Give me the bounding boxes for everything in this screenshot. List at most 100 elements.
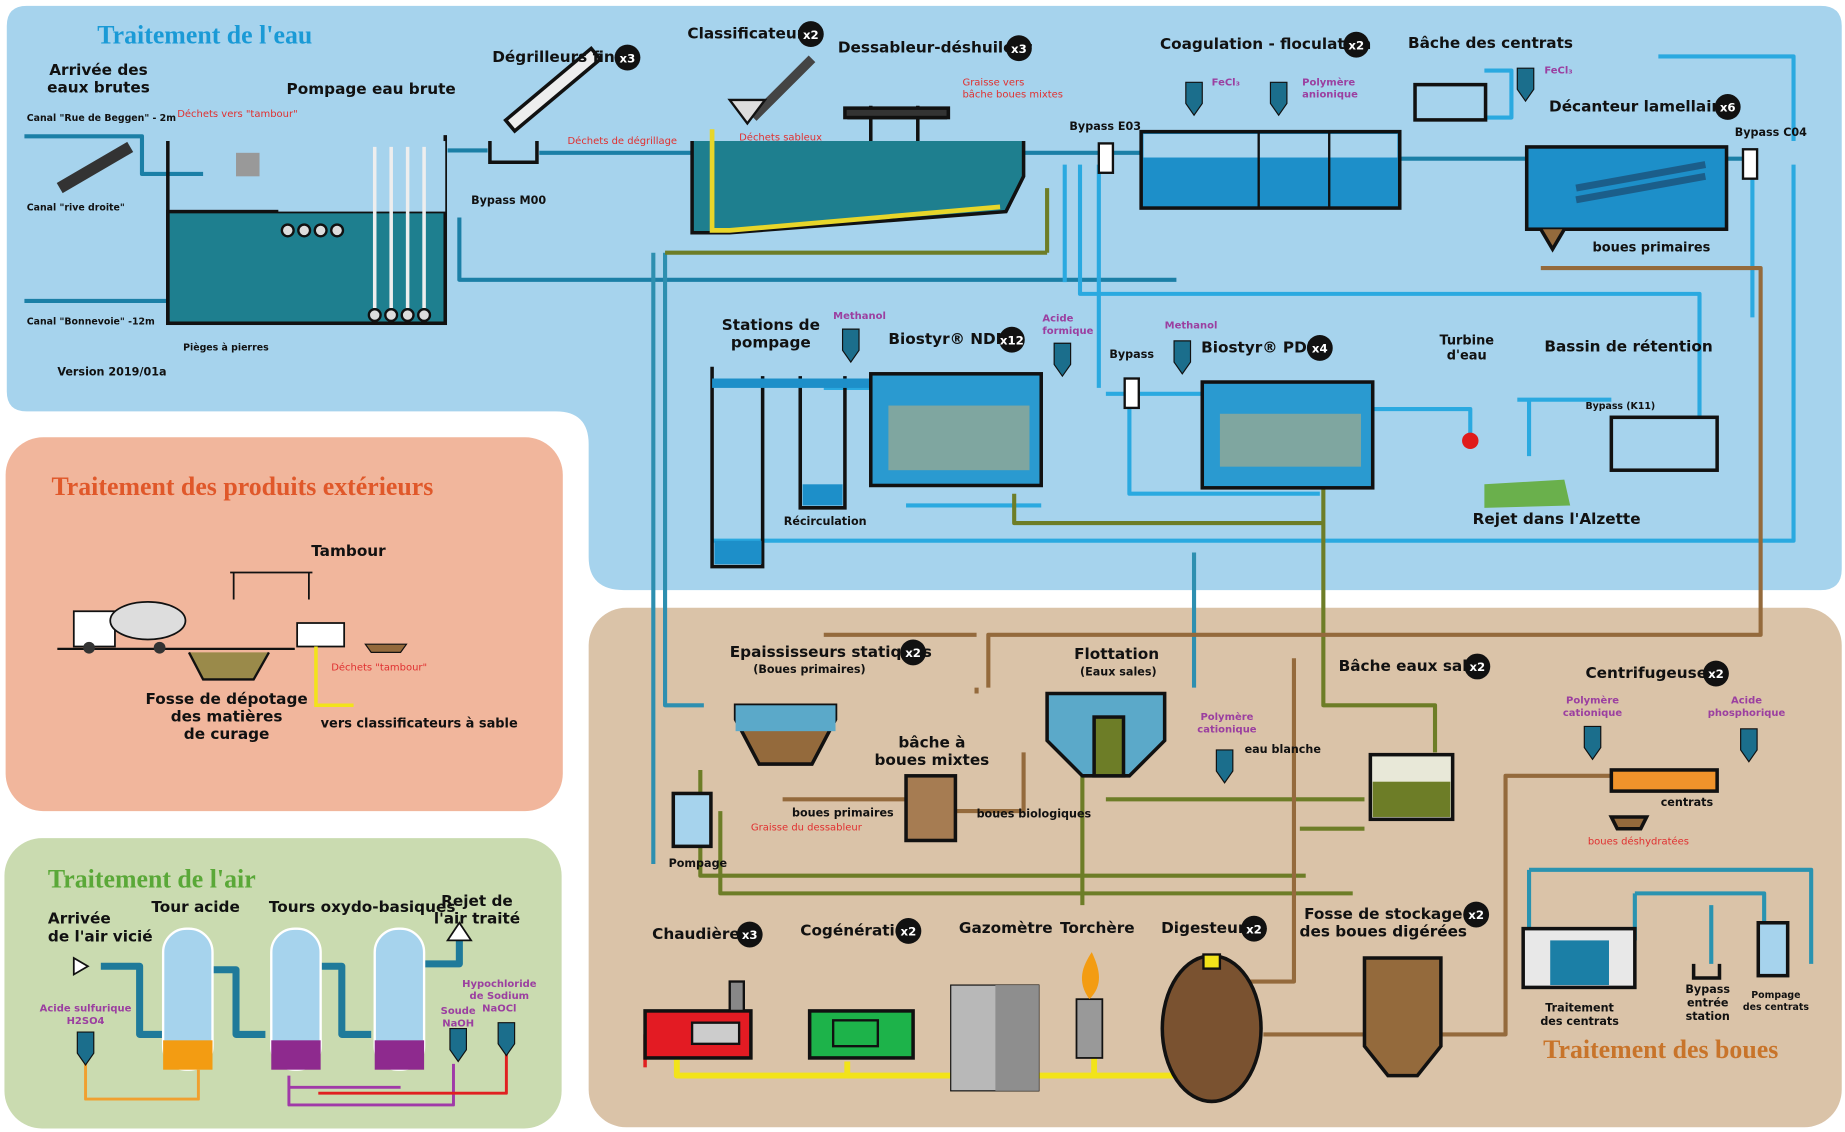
label: boues primaires [792,806,894,819]
label: Rejet de [441,892,513,910]
label: d'eau [1447,349,1487,364]
label: des boues digérées [1300,923,1467,941]
label: vers classificateurs à sable [321,717,518,732]
equipment [331,225,343,237]
equipment [1611,817,1646,829]
equipment [906,776,955,841]
label: Acide sulfurique [40,1004,132,1015]
label: Biostyr® NDN [888,330,1008,348]
label: Déchets sableux [739,132,822,144]
label: Déchets de dégrillage [568,135,678,147]
label: Acide [1042,314,1073,325]
equipment [1611,770,1717,791]
label: cationique [1563,708,1622,719]
equipment [692,1023,739,1044]
equipment [1758,923,1787,976]
label: Stations de [722,316,820,334]
label: eau blanche [1245,743,1322,756]
equipment [712,379,871,388]
label: Flottation [1074,645,1159,663]
equipment [888,406,1029,471]
label: Tour acide [151,898,239,916]
label: H2SO4 [67,1016,105,1027]
equipment [1484,480,1570,508]
equipment [833,1020,878,1046]
label: Bypass C04 [1735,126,1807,139]
section-title: Traitement des produits extérieurs [51,472,433,501]
label: boues primaires [1593,241,1711,256]
section-title: Traitement des boues [1543,1035,1778,1064]
count-label: x3 [620,51,636,65]
equipment [163,1040,212,1069]
label: Déchets "tambour" [331,662,427,674]
count-label: x3 [1011,42,1027,56]
label: FeCl₃ [1212,77,1240,88]
count-label: x2 [1708,667,1724,681]
label: boues mixtes [875,751,990,769]
label: Récirculation [784,515,867,528]
count-label: x2 [1469,660,1485,674]
label: Pompage eau brute [287,80,456,98]
equipment [1099,143,1113,172]
label: des matières [171,708,283,726]
label: Bassin de rétention [1544,337,1712,355]
label: Coagulation - floculation [1160,35,1371,53]
equipment [154,642,166,654]
label: Digesteur [1161,919,1246,937]
label: des centrats [1540,1015,1619,1028]
equipment [736,705,836,731]
equipment [730,982,744,1011]
equipment [1143,134,1397,158]
count-label: x12 [1000,333,1024,347]
section-title: Traitement de l'eau [97,21,312,50]
label: Déchets vers "tambour" [177,108,297,120]
equipment [369,309,381,321]
label: Graisse vers [962,77,1024,88]
equipment [83,642,95,654]
label: (Boues primaires) [753,663,865,676]
equipment [1550,940,1609,985]
equipment [803,484,843,505]
label: Canal "rive droite" [27,203,125,214]
label: Fosse de stockage [1304,905,1462,923]
equipment [375,1040,424,1069]
equipment [365,644,406,652]
equipment [1203,955,1219,969]
label: Polymère [1566,695,1619,707]
label: centrats [1661,796,1714,809]
label: Bâche des centrats [1408,34,1573,52]
label: Rejet dans l'Alzette [1473,510,1641,528]
label: FeCl₃ [1544,66,1572,77]
label: (Eaux sales) [1080,665,1157,678]
equipment [1220,414,1361,467]
equipment [714,541,761,565]
equipment [278,141,445,212]
label: Bypass E03 [1069,120,1141,133]
label: Methanol [833,311,886,322]
label: Hypochloride [462,979,537,990]
equipment [298,225,310,237]
count-label: x2 [1348,38,1364,52]
label: Pièges à pierres [183,342,269,353]
label: Centrifugeuses [1585,664,1716,682]
label: entrée [1687,996,1729,1009]
count-label: x2 [1468,908,1484,922]
count-label: x2 [901,925,917,939]
label: Bypass [1685,983,1730,996]
equipment [271,1040,320,1069]
count-label: x2 [803,28,819,42]
equipment [1125,379,1139,408]
label: Canal "Bonnevoie" -12m [27,317,155,328]
label: anionique [1302,90,1358,101]
equipment [1094,717,1123,776]
label: Dessableur-déshuileur [838,39,1033,57]
label: boues biologiques [977,808,1092,821]
label: Arrivée des [49,61,147,79]
label: Gazomètre [959,919,1053,937]
label: de Sodium [470,991,530,1002]
equipment [385,309,397,321]
label: Tours oxydo-basiques [269,898,456,916]
equipment [189,652,269,679]
equipment [297,623,344,647]
equipment [995,985,1038,1091]
